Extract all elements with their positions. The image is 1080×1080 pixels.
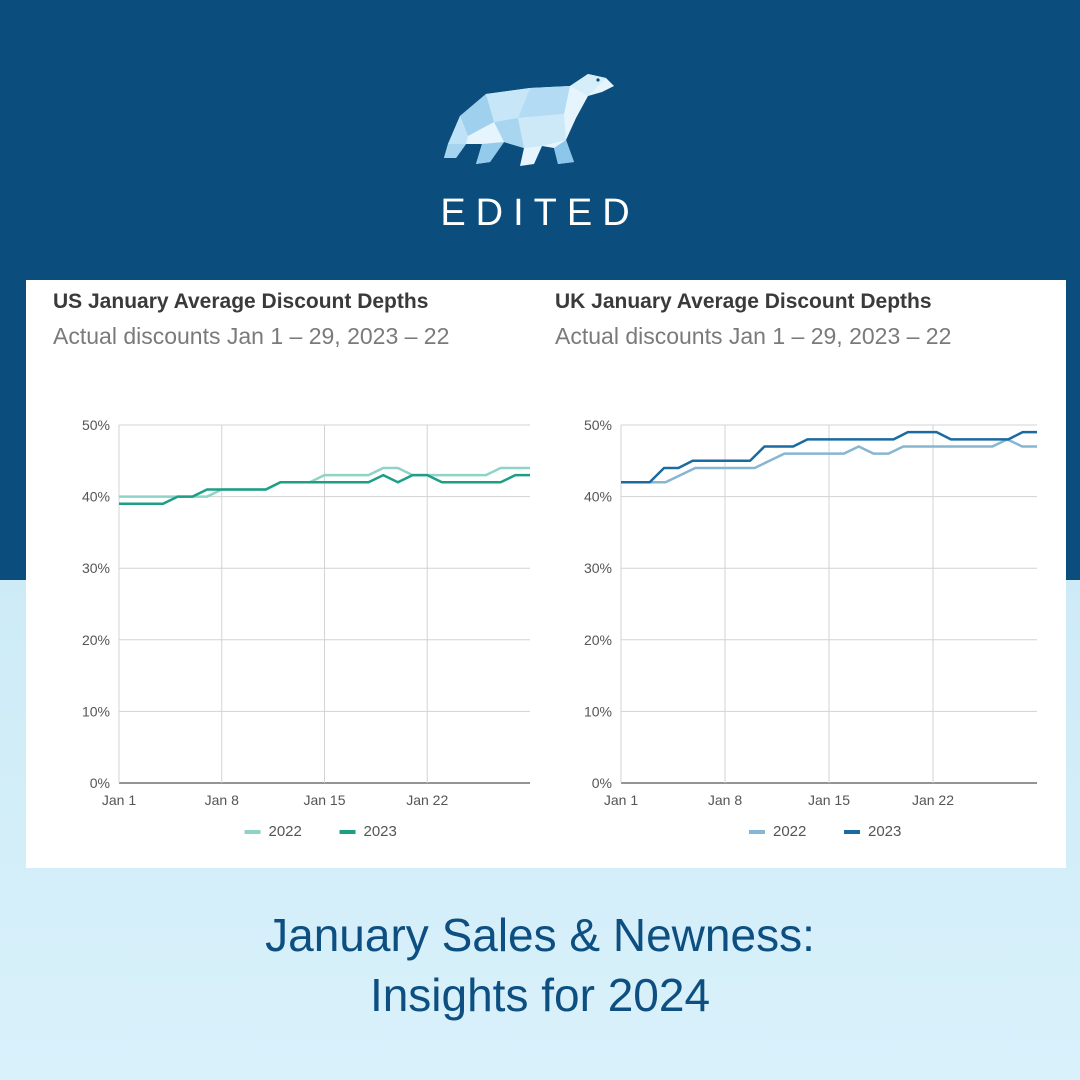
y-tick-label: 10% [82, 703, 110, 719]
x-tick-label: Jan 1 [604, 792, 638, 808]
uk-legend-swatch-2023 [844, 830, 860, 834]
brand-name: EDITED [440, 192, 640, 234]
y-tick-label: 50% [82, 417, 110, 433]
x-tick-label: Jan 22 [406, 792, 448, 808]
y-tick-label: 50% [584, 417, 612, 433]
us-legend-label-2022: 2022 [269, 823, 302, 840]
y-tick-label: 40% [584, 489, 612, 505]
y-tick-label: 20% [82, 632, 110, 648]
x-tick-label: Jan 8 [205, 792, 239, 808]
us-chart: 0% 10% 20% 30% 40% 50% Jan 1 Jan 8 Jan 15 Jan 22 2… [82, 417, 530, 840]
y-tick-label: 20% [584, 632, 612, 648]
uk-series-2022-line [621, 438, 1037, 484]
x-tick-label: Jan 8 [708, 792, 742, 808]
y-tick-label: 0% [592, 775, 612, 791]
y-tick-label: 30% [82, 560, 110, 576]
x-tick-label: Jan 15 [303, 792, 345, 808]
uk-legend-swatch-2022 [749, 830, 765, 834]
y-tick-label: 30% [584, 560, 612, 576]
us-legend-label-2023: 2023 [364, 823, 397, 840]
uk-legend-label-2022: 2022 [773, 823, 806, 840]
uk-chart: 0% 10% 20% 30% 40% 50% Jan 1 Jan 8 Jan 15 Jan 22 2… [584, 417, 1037, 840]
charts-card: US January Average Discount Depths Actua… [26, 280, 1066, 868]
uk-legend-label-2023: 2023 [868, 823, 901, 840]
x-tick-label: Jan 1 [102, 792, 136, 808]
us-legend-swatch-2023 [339, 830, 356, 834]
us-legend-swatch-2022 [244, 830, 261, 834]
uk-chart-subtitle: Actual discounts Jan 1 – 29, 2023 – 22 [555, 323, 952, 349]
x-tick-label: Jan 15 [808, 792, 850, 808]
us-chart-subtitle: Actual discounts Jan 1 – 29, 2023 – 22 [53, 323, 450, 349]
uk-chart-title: UK January Average Discount Depths [555, 290, 932, 313]
us-series-2023-line [119, 473, 530, 506]
headline-line-2: Insights for 2024 [369, 969, 711, 1021]
polar-bear-icon [444, 74, 614, 166]
x-tick-label: Jan 22 [912, 792, 954, 808]
uk-series-2023-line [621, 430, 1037, 484]
headline-line-1: January Sales & Newness: [265, 909, 815, 961]
y-tick-label: 40% [82, 489, 110, 505]
y-tick-label: 0% [90, 775, 110, 791]
headline: January Sales & Newness: Insights for 20… [0, 905, 1080, 1025]
y-tick-label: 10% [584, 703, 612, 719]
us-chart-title: US January Average Discount Depths [53, 290, 429, 313]
